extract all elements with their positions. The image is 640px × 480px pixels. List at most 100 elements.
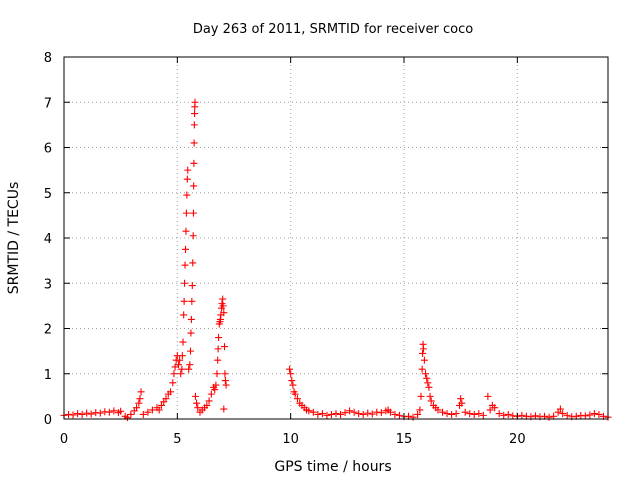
data-point [188,297,196,305]
data-point [136,395,144,403]
data-point [309,408,317,416]
data-point [531,412,539,420]
data-point [190,182,198,190]
data-point [419,345,427,353]
data-point [219,295,227,303]
data-point [461,408,469,416]
data-point [105,408,113,416]
data-point [180,311,188,319]
data-point [148,406,156,414]
y-axis-label: SRMTID / TECUs [6,182,22,295]
data-point [504,410,512,418]
data-point [359,410,367,418]
data-point [222,381,230,389]
data-point [500,411,508,419]
data-point [355,410,363,418]
data-point [486,406,494,414]
data-point [418,365,426,373]
y-tick-label: 7 [44,96,52,111]
y-tick-label: 2 [44,323,52,338]
data-point [350,408,358,416]
data-point [183,191,191,199]
data-point [190,159,198,167]
data-point [190,121,198,129]
data-point [417,392,425,400]
data-point [466,410,474,418]
data-point [419,349,427,357]
data-point [69,411,77,419]
data-point [420,356,428,364]
x-tick-label: 20 [509,432,526,447]
data-point [470,410,478,418]
x-axis-ticks: 0 5 10 15 20 [60,57,526,447]
data-point [186,361,194,369]
data-point [458,399,466,407]
data-point [484,392,492,400]
data-point [74,410,82,418]
data-point [491,404,499,412]
data-point [186,347,194,355]
data-point [203,401,211,409]
data-point [189,259,197,267]
y-tick-label: 4 [44,232,52,247]
data-point [170,370,178,378]
data-point [176,356,184,364]
data-point [155,406,163,414]
data-point [144,408,152,416]
data-point [162,395,170,403]
data-point [368,410,376,418]
data-point [364,409,372,417]
y-axis-ticks: 0 1 2 3 4 5 6 7 8 [44,51,608,428]
data-point [291,390,299,398]
x-tick-label: 0 [60,432,68,447]
data-point [414,410,422,418]
data-point [83,409,91,417]
data-point [434,406,442,414]
data-point [181,279,189,287]
data-point [586,411,594,419]
data-point [221,377,229,385]
data-point [409,413,417,421]
data-point [96,409,104,417]
data-point [289,381,297,389]
data-point [590,410,598,418]
data-point [427,397,435,405]
data-point [177,370,185,378]
data-point [215,334,223,342]
data-point [182,209,190,217]
data-point [110,407,118,415]
data-point [137,388,145,396]
data-point [391,410,399,418]
data-point [426,392,434,400]
data-point [194,404,202,412]
data-point [182,227,190,235]
data-point [135,399,143,407]
data-point [193,399,201,407]
data-point [219,302,227,310]
x-tick-label: 10 [282,432,299,447]
data-point [187,315,195,323]
data-point [386,408,394,416]
data-point [183,175,191,183]
data-point [346,407,354,415]
y-tick-label: 8 [44,51,52,66]
data-point [221,370,229,378]
data-point [191,392,199,400]
data-point [595,410,603,418]
data-point [323,411,331,419]
data-point [167,388,175,396]
data-point [139,410,147,418]
data-point [452,410,460,418]
data-point [288,377,296,385]
data-point [180,297,188,305]
data-point [191,110,199,118]
data-point [416,406,424,414]
data-point [127,410,135,418]
data-point [87,410,95,418]
data-point [327,410,335,418]
data-point [133,404,141,412]
x-tick-label: 5 [173,432,181,447]
data-point [214,345,222,353]
